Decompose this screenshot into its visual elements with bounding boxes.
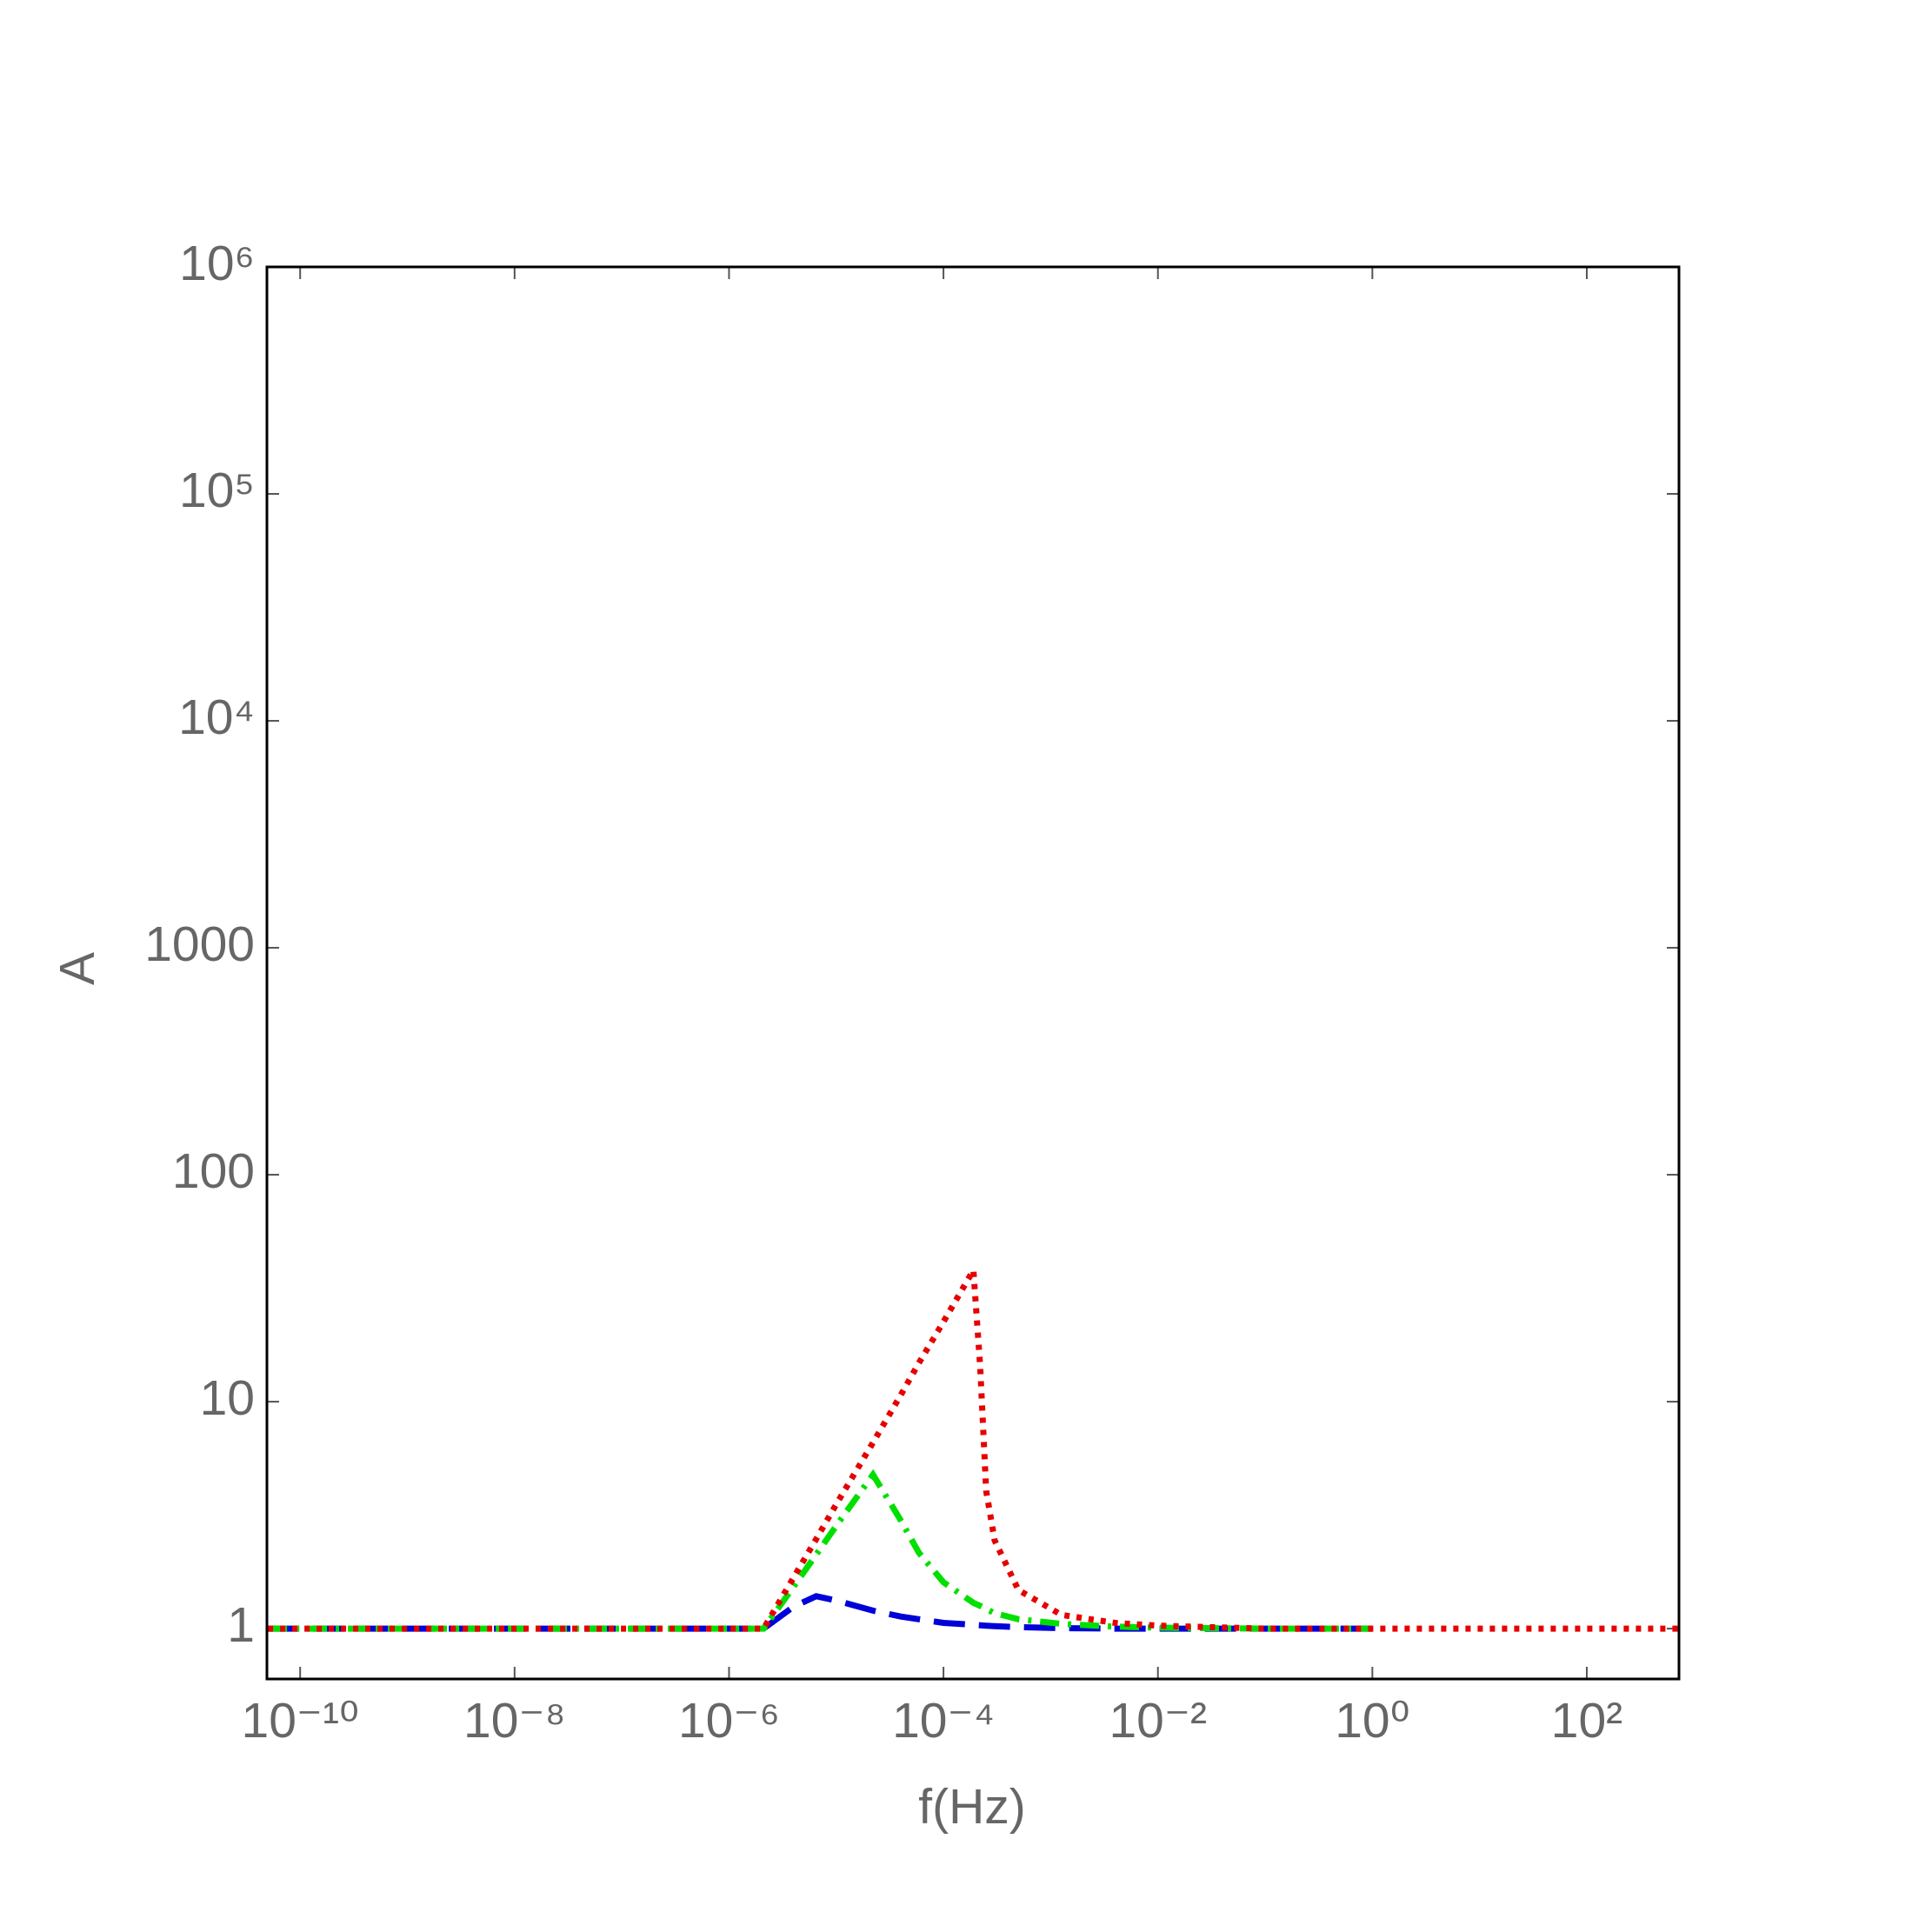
plot-frame — [265, 265, 1681, 1681]
y-tick-label: 10⁵ — [179, 463, 255, 518]
y-tick-label: 10⁶ — [179, 236, 255, 291]
x-tick-label: 10⁻⁸ — [463, 1693, 566, 1749]
y-axis-label: A — [50, 952, 105, 985]
y-tick-label: 10⁴ — [178, 690, 255, 745]
y-tick-label: 100 — [172, 1143, 255, 1199]
y-tick-label: 1 — [227, 1597, 255, 1653]
series-line — [268, 1469, 1373, 1632]
x-tick-label: 10⁻² — [1109, 1693, 1206, 1749]
x-tick-label: 10⁻¹⁰ — [242, 1693, 359, 1749]
y-tick-label: 10 — [200, 1370, 255, 1426]
series-line — [268, 1260, 1679, 1632]
x-tick-label: 10² — [1551, 1693, 1622, 1749]
series-line — [268, 1593, 1373, 1632]
x-axis-label: f(Hz) — [918, 1779, 1025, 1835]
x-tick-label: 10⁻⁴ — [892, 1693, 995, 1749]
y-tick-label: 1000 — [144, 916, 255, 972]
x-tick-label: 10⁰ — [1335, 1693, 1409, 1749]
x-tick-label: 10⁻⁶ — [678, 1693, 780, 1749]
